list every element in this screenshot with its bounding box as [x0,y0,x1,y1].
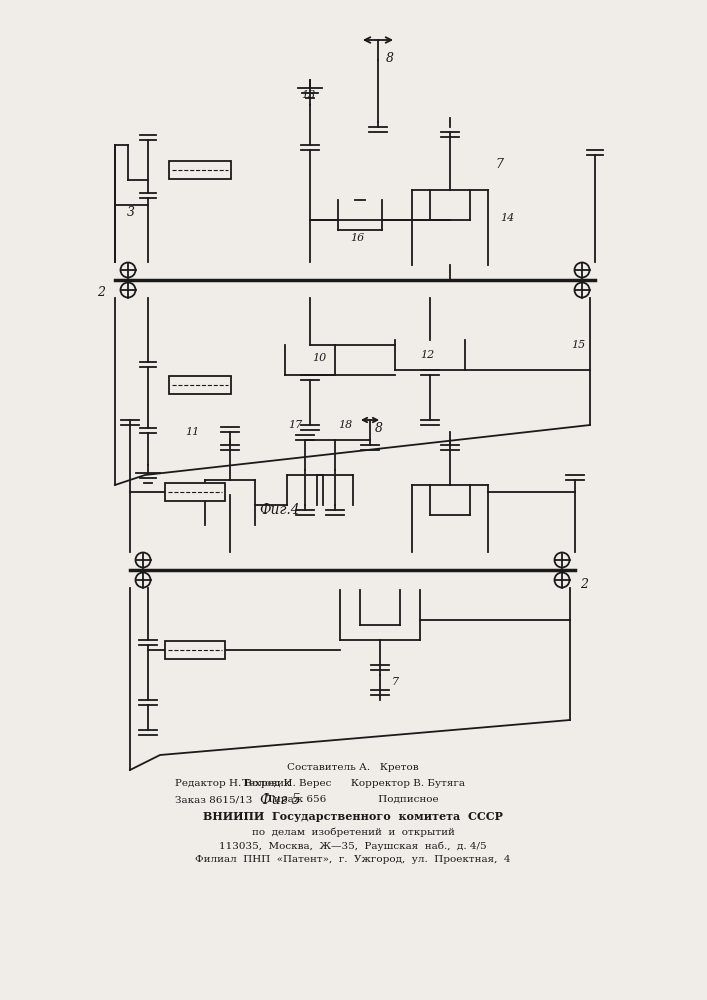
Text: 8: 8 [375,422,383,434]
Text: 8: 8 [386,51,394,64]
Text: по  делам  изобретений  и  открытий: по делам изобретений и открытий [252,827,455,837]
Text: 11: 11 [185,427,199,437]
Text: ВНИИПИ  Государственного  комитета  СССР: ВНИИПИ Государственного комитета СССР [203,810,503,822]
Bar [169,161,231,179]
Text: 18: 18 [338,420,352,430]
Text: Фиг 5: Фиг 5 [259,793,300,807]
Text: 16: 16 [350,233,364,243]
Text: Филиал  ПНП  «Патент»,  г.  Ужгород,  ул.  Проектная,  4: Филиал ПНП «Патент», г. Ужгород, ул. Про… [195,856,510,864]
Text: 13: 13 [301,90,315,100]
Text: Техред И. Верес      Корректор В. Бутяга: Техред И. Верес Корректор В. Бутяга [242,780,464,788]
Text: 14: 14 [500,213,514,223]
Text: 7: 7 [495,158,503,172]
Text: 3: 3 [127,206,135,219]
Text: Составитель А.   Кретов: Составитель А. Кретов [287,764,419,772]
Text: Фиг.4: Фиг.4 [259,503,300,517]
Text: Редактор Н. Воловик: Редактор Н. Воловик [175,780,291,788]
Text: 10: 10 [312,353,326,363]
Text: 113035,  Москва,  Ж—35,  Раушская  наб.,  д. 4/5: 113035, Москва, Ж—35, Раушская наб., д. … [219,841,487,851]
Text: Заказ 8615/13: Заказ 8615/13 [175,796,252,804]
Bar [169,376,231,394]
Text: 2: 2 [97,286,105,298]
Bar [165,641,225,659]
Text: 2: 2 [580,578,588,591]
Text: 15: 15 [571,340,585,350]
Bar [165,483,225,501]
Text: 7: 7 [392,677,399,687]
Text: 12: 12 [420,350,434,360]
Text: 17: 17 [288,420,302,430]
Text: Тираж 656                Подписное: Тираж 656 Подписное [267,796,439,804]
